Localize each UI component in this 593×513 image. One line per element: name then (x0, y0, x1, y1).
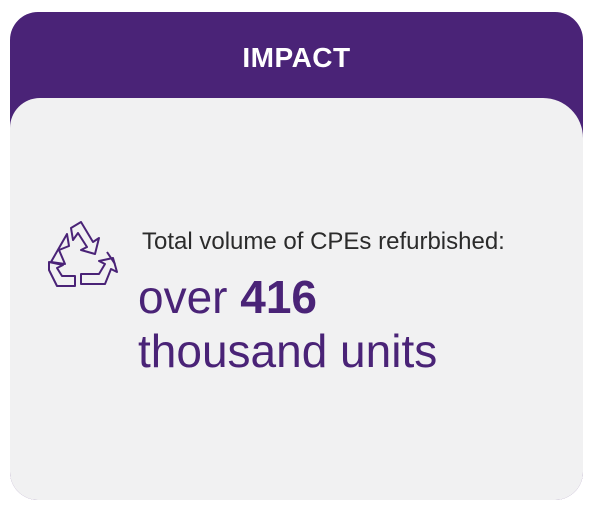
card-title: IMPACT (242, 42, 351, 73)
content-panel: Total volume of CPEs refurbished: over 4… (10, 98, 583, 500)
recycle-icon (48, 221, 118, 287)
value-number: 416 (240, 271, 318, 323)
metric-label: Total volume of CPEs refurbished: (142, 228, 505, 255)
impact-card: IMPACT Total volume of CPEs refurbished:… (10, 12, 583, 500)
value-prefix: over (138, 271, 228, 323)
value-suffix: thousand units (138, 325, 438, 377)
metric-value: over 416 thousand units (138, 270, 437, 378)
